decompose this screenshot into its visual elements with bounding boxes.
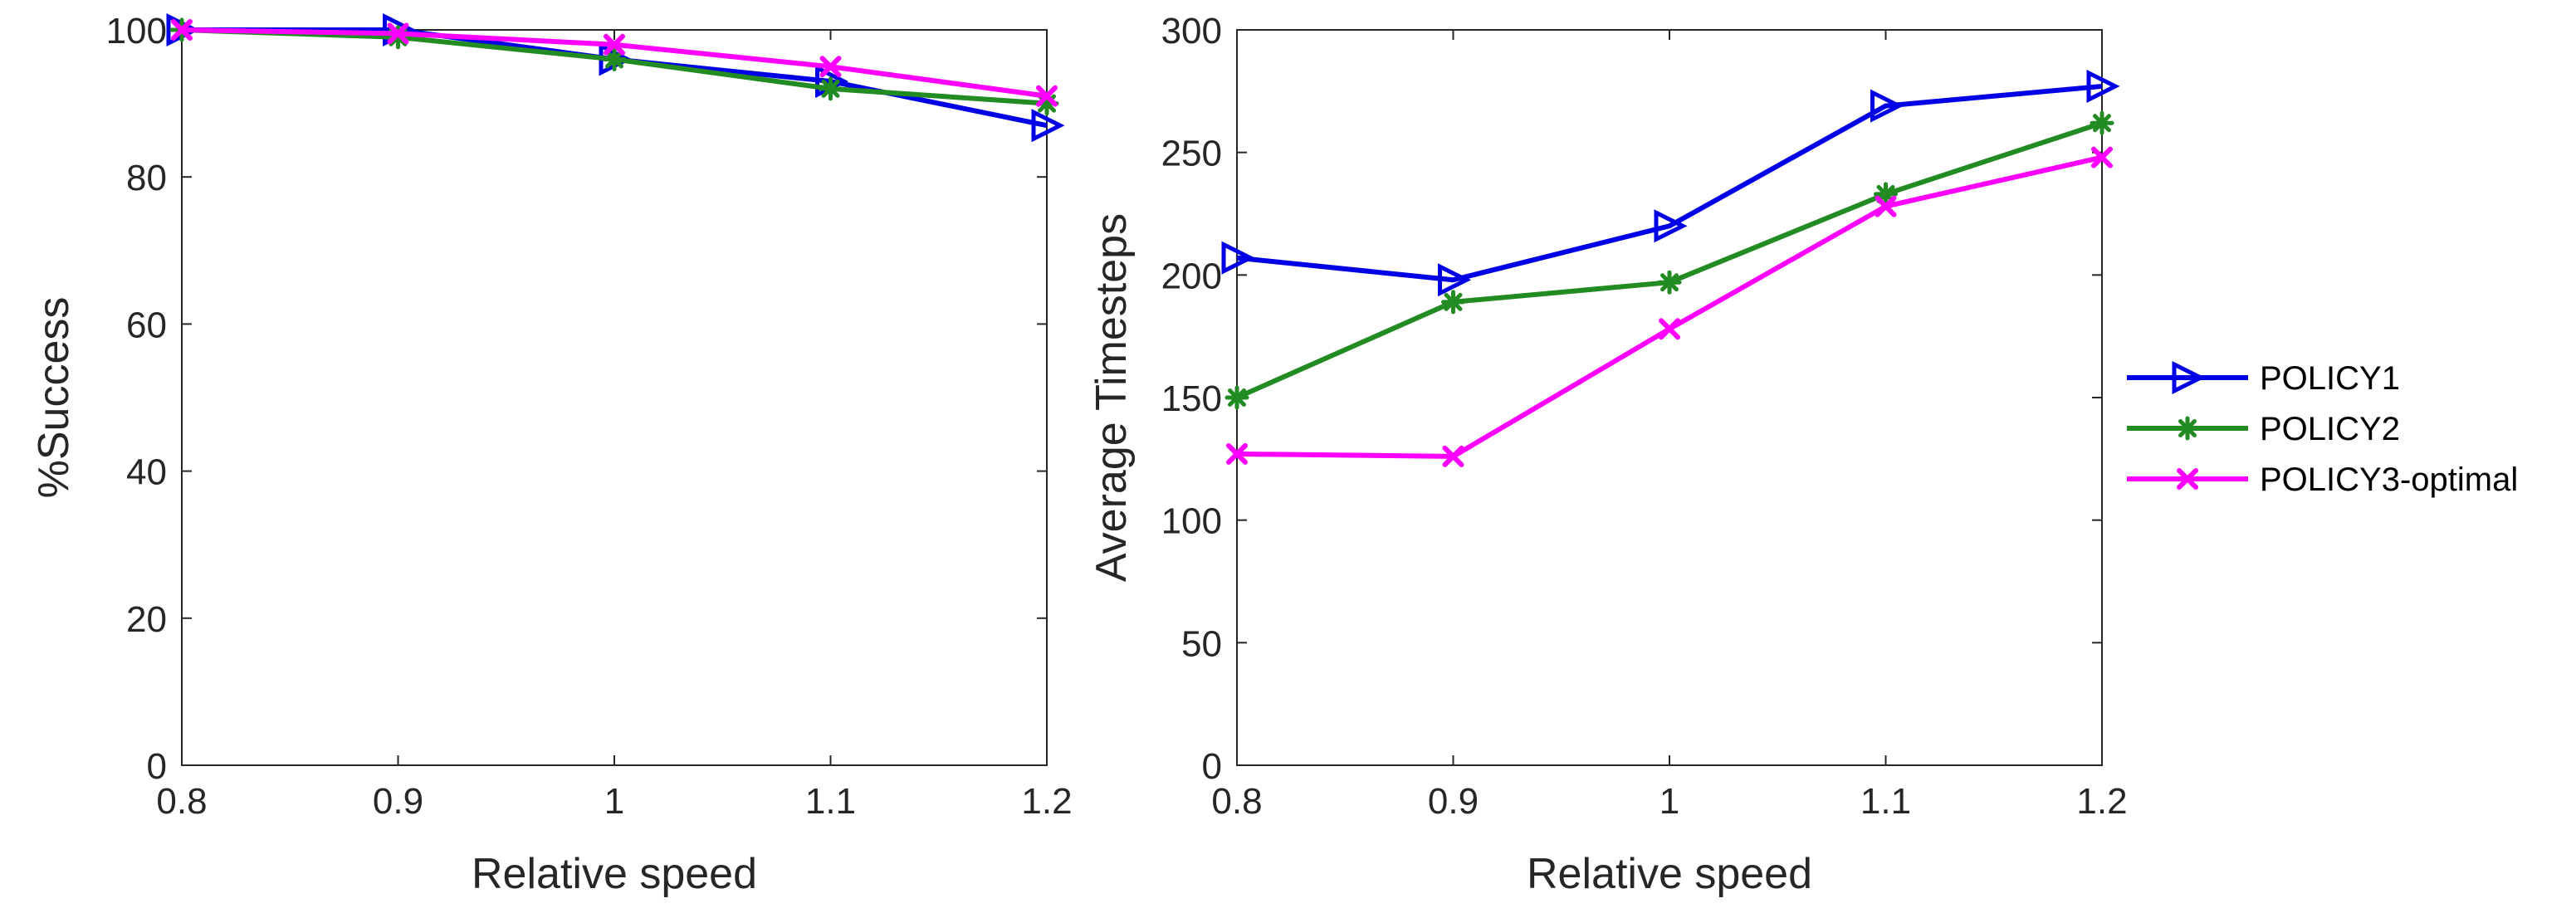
- success-ticks: 0.8 0.9 1 1.1 1.2 0 20 40 60 80 100: [106, 11, 1073, 822]
- x-tick-label: 1: [604, 781, 624, 822]
- data-point-policy3-optimal: [1442, 445, 1464, 467]
- x-tick-label: 1.2: [2076, 781, 2127, 822]
- data-point-policy3-optimal: [387, 22, 409, 45]
- data-point-policy3-optimal: [1659, 318, 1680, 340]
- y-tick-label: 150: [1161, 378, 1222, 419]
- y-tick-label: 300: [1161, 11, 1222, 51]
- data-point-policy3-optimal: [171, 19, 193, 41]
- x-tick-label: 0.9: [373, 781, 423, 822]
- data-point-policy2: [1657, 270, 1682, 295]
- data-point-policy1: [1031, 109, 1065, 143]
- success-x-axis-title: Relative speed: [472, 850, 757, 898]
- legend-label-policy1: POLICY1: [2260, 360, 2400, 397]
- series-policy3-optimal: [171, 19, 1058, 107]
- data-point-policy1: [1221, 241, 1255, 275]
- legend: POLICY1 POLICY2 POLICY3-optimal: [2113, 349, 2565, 515]
- timesteps-plot-area: [1236, 29, 2103, 766]
- y-tick-label: 200: [1161, 256, 1222, 296]
- legend-label-policy2: POLICY2: [2260, 411, 2400, 447]
- y-tick-label: 0: [147, 746, 167, 787]
- timesteps-series: [1221, 69, 2120, 467]
- success-series: [166, 12, 1065, 143]
- x-tick-label: 1.2: [1021, 781, 1072, 822]
- data-point-policy2: [1224, 385, 1249, 410]
- legend-label-policy3-optimal: POLICY3-optimal: [2260, 461, 2518, 498]
- data-point-policy3-optimal: [2091, 146, 2113, 168]
- data-point-policy3-optimal: [819, 56, 842, 78]
- data-point-policy1: [2086, 69, 2120, 103]
- legend-marker-policy3-optimal: [2177, 468, 2198, 490]
- y-tick-label: 100: [1161, 501, 1222, 542]
- y-tick-label: 250: [1161, 134, 1222, 174]
- success-y-axis-title: %Success: [30, 297, 78, 499]
- data-point-policy1: [1654, 209, 1688, 243]
- legend-marker-policy2: [2175, 416, 2200, 441]
- data-point-policy3-optimal: [1875, 195, 1897, 217]
- data-point-policy1: [1870, 89, 1904, 123]
- x-tick-label: 1: [1659, 781, 1679, 822]
- data-point-policy2: [819, 76, 843, 101]
- timesteps-chart: 0.8 0.9 1 1.1 1.2 0 50 100 150 200 250 300 Relative…: [1088, 11, 2128, 898]
- legend-item-policy2: POLICY2: [2127, 411, 2400, 447]
- x-tick-label: 0.9: [1428, 781, 1479, 822]
- data-point-policy2: [1441, 290, 1465, 315]
- y-tick-label: 50: [1181, 623, 1222, 664]
- series-policy1: [1221, 69, 2120, 297]
- series-policy3-optimal: [1226, 146, 2113, 467]
- data-point-policy3-optimal: [1226, 442, 1248, 465]
- timesteps-x-axis-title: Relative speed: [1527, 850, 1812, 898]
- data-point-policy3-optimal: [604, 33, 625, 56]
- y-tick-label: 0: [1202, 746, 1222, 787]
- x-tick-label: 0.8: [156, 781, 207, 822]
- y-tick-label: 100: [106, 11, 167, 51]
- y-tick-label: 40: [126, 452, 167, 493]
- legend-item-policy3-optimal: POLICY3-optimal: [2127, 461, 2518, 498]
- series-policy2: [1224, 110, 2114, 410]
- x-tick-label: 0.8: [1211, 781, 1262, 822]
- data-point-policy2: [2090, 110, 2114, 135]
- legend-item-policy1: POLICY1: [2127, 360, 2400, 397]
- data-point-policy1: [1438, 263, 1472, 297]
- x-tick-label: 1.1: [1860, 781, 1911, 822]
- timesteps-y-axis-title: Average Timesteps: [1088, 213, 1136, 582]
- timesteps-ticks: 0.8 0.9 1 1.1 1.2 0 50 100 150 200 250 300: [1161, 11, 2128, 822]
- data-point-policy2: [602, 46, 627, 71]
- success-chart: 0.8 0.9 1 1.1 1.2 0 20 40 60 80 100 Relative speed…: [30, 11, 1073, 898]
- x-tick-label: 1.1: [805, 781, 856, 822]
- y-tick-label: 60: [126, 305, 167, 345]
- data-point-policy3-optimal: [1036, 85, 1058, 107]
- y-tick-label: 80: [126, 158, 167, 198]
- success-plot-area: [181, 29, 1048, 766]
- series-line-policy1: [1236, 83, 2103, 283]
- y-tick-label: 20: [126, 599, 167, 640]
- legend-marker-policy1: [2172, 360, 2206, 395]
